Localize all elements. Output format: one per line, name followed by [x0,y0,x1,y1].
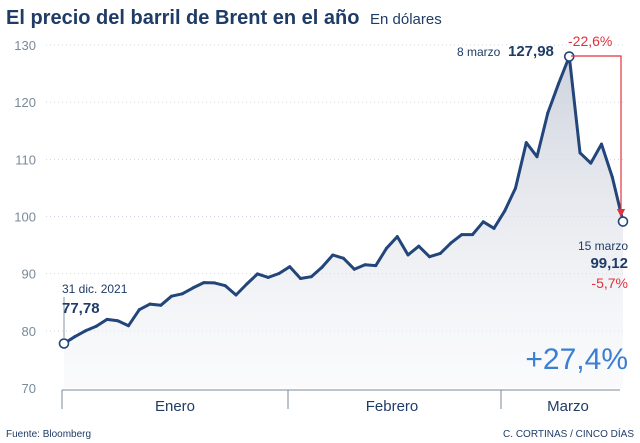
end-date-label: 15 marzo [578,239,628,253]
y-tick-label: 110 [15,152,36,167]
data-point [471,233,474,237]
data-point [309,275,313,279]
chart-subtitle: En dólares [370,11,442,28]
data-point [428,255,431,259]
y-tick-label: 120 [14,95,36,110]
data-point [223,284,227,288]
data-point [385,246,388,250]
data-point [299,276,302,280]
data-point [277,271,281,275]
data-point [170,294,173,298]
y-tick-label: 90 [22,267,36,282]
data-point [535,155,539,159]
data-point [266,275,270,279]
data-point [481,220,485,224]
data-point [148,302,152,306]
y-tick-label: 70 [22,381,36,396]
data-point [406,253,410,257]
data-point [374,264,378,268]
data-point [202,281,206,285]
y-axis: 70 80 90 100 110 120 130 [14,38,36,396]
data-point [234,293,238,297]
data-point [137,308,141,312]
data-point [105,317,109,321]
y-tick-label: 130 [14,38,36,53]
x-axis: Enero Febrero Marzo [61,389,620,415]
data-point [449,241,453,245]
data-point [331,253,335,257]
peak-value-label: 127,98 [508,43,554,60]
data-point [180,292,184,296]
data-point [363,263,367,267]
data-point [191,286,195,290]
data-point [578,151,582,155]
data-point [610,175,614,179]
data-point [395,235,399,239]
data-point [438,251,442,255]
y-tick-label: 80 [22,324,36,339]
end-marker [617,216,629,227]
start-date-label: 31 dic. 2021 [62,282,128,296]
month-label-febrero: Febrero [366,398,419,415]
data-point [352,267,356,271]
credit-label: C. CORTINAS / CINCO DÍAS [503,427,634,440]
data-point [159,303,163,307]
start-value-label: 77,78 [62,300,100,317]
total-change-label: +27,4% [525,343,628,376]
peak-date-label: 8 marzo [457,45,501,59]
data-point [546,111,550,115]
data-point [492,226,496,230]
data-point [84,329,87,333]
data-point [460,233,464,237]
data-point [589,161,593,165]
data-point [288,265,292,269]
end-value-label: 99,12 [590,255,628,272]
data-point [245,282,249,286]
data-point [116,319,120,323]
data-points [58,51,629,349]
start-marker [58,338,70,349]
end-change-label: -5,7% [591,275,628,291]
data-point [514,186,517,190]
data-point [524,141,528,145]
data-point [213,281,216,285]
data-point [503,209,507,213]
data-point [127,324,130,328]
data-point [73,335,77,339]
drop-arrow [571,55,626,218]
chart-title: El precio del barril de Brent en el año [6,7,359,29]
month-label-enero: Enero [155,398,195,415]
data-point [557,82,560,86]
source-label: Fuente: Bloomberg [6,429,91,440]
data-point [342,256,345,260]
area-fill [64,56,623,388]
data-point [320,265,324,269]
data-point [94,324,98,328]
data-point [417,244,421,248]
data-point [600,142,603,146]
data-point [256,272,259,276]
month-label-marzo: Marzo [547,398,589,415]
y-tick-label: 100 [14,210,36,225]
peak-change-label: -22,6% [568,33,612,49]
